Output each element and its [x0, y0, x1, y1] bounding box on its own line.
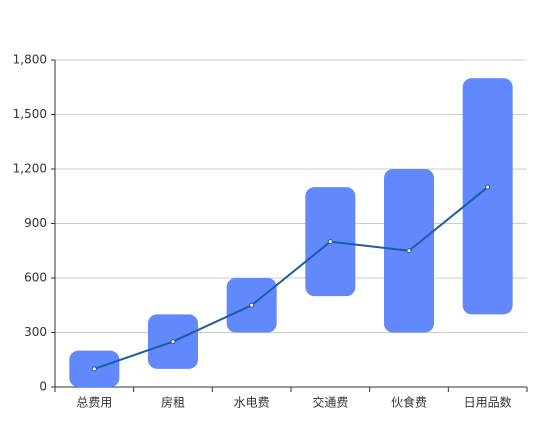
y-tick-label: 0	[39, 380, 47, 394]
y-tick-label: 1,800	[13, 53, 47, 67]
line-point	[170, 339, 176, 345]
x-tick-label: 水电费	[234, 396, 270, 410]
line-point	[249, 302, 255, 308]
y-tick-label: 900	[24, 216, 47, 230]
x-tick-label: 总费用	[76, 396, 112, 410]
y-tick-label: 1,200	[13, 162, 47, 176]
line-point	[406, 248, 412, 254]
line-point	[485, 184, 491, 190]
line	[94, 186, 489, 370]
x-tick-label: 房租	[161, 395, 185, 410]
x-tick-label: 交通费	[312, 395, 348, 410]
y-tick-label: 600	[24, 271, 47, 285]
line-point	[327, 239, 333, 245]
x-tick-label: 伙食费	[391, 395, 427, 410]
line-point	[91, 366, 97, 372]
y-tick-label: 300	[24, 325, 47, 339]
range-bar	[462, 78, 513, 315]
x-tick-label: 日用品数	[464, 395, 512, 410]
y-tick-label: 1,500	[13, 107, 47, 121]
